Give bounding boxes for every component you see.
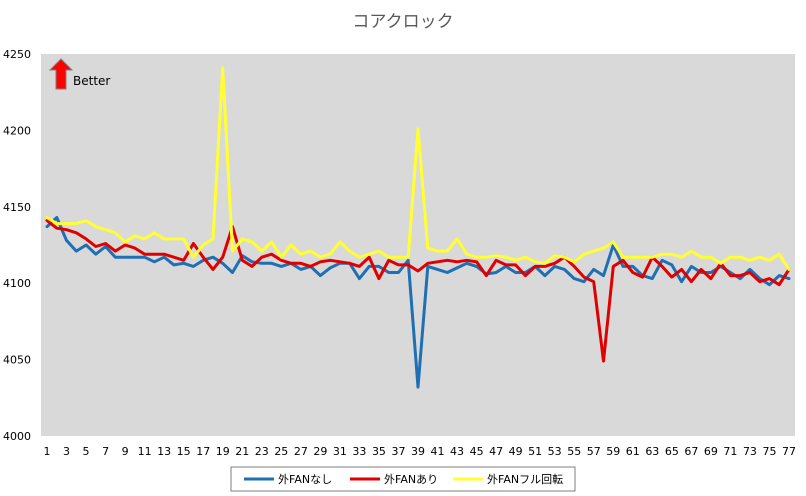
x-tick-label: 5 <box>83 445 90 458</box>
x-tick-label: 11 <box>138 445 152 458</box>
x-tick-label: 59 <box>606 445 620 458</box>
x-tick-label: 25 <box>274 445 288 458</box>
x-tick-label: 29 <box>313 445 327 458</box>
x-tick-label: 15 <box>177 445 191 458</box>
x-tick-label: 73 <box>743 445 757 458</box>
x-tick-label: 69 <box>704 445 718 458</box>
x-tick-label: 65 <box>665 445 679 458</box>
x-tick-label: 51 <box>528 445 542 458</box>
y-tick-label: 4150 <box>3 201 31 214</box>
x-tick-label: 13 <box>157 445 171 458</box>
x-tick-label: 45 <box>470 445 484 458</box>
x-tick-label: 67 <box>684 445 698 458</box>
legend: 外FANなし 外FANあり 外FANフル回転 <box>244 473 563 486</box>
legend-label: 外FANあり <box>384 473 438 486</box>
series-line-2 <box>45 219 791 363</box>
x-axis: 1 3 5 7 9 11 13 15 17 19 21 23 25 27 29 31 33 35 37 39 41 43 4… <box>44 445 797 458</box>
chart-title: コアクロック <box>352 12 453 32</box>
x-tick-label: 63 <box>645 445 659 458</box>
x-tick-label: 35 <box>372 445 386 458</box>
y-tick-label: 4050 <box>3 354 31 367</box>
series-lines <box>45 66 791 389</box>
series-line-3 <box>45 66 791 271</box>
legend-box <box>230 466 576 492</box>
better-annotation: Better <box>48 58 110 90</box>
x-tick-label: 39 <box>411 445 425 458</box>
x-tick-label: 75 <box>762 445 776 458</box>
legend-label: 外FANフル回転 <box>487 473 563 486</box>
y-tick-label: 4000 <box>3 430 31 443</box>
y-tick-label: 4100 <box>3 277 31 290</box>
y-tick-label: 4250 <box>3 48 31 61</box>
x-tick-label: 41 <box>431 445 445 458</box>
x-tick-label: 23 <box>255 445 269 458</box>
x-tick-label: 47 <box>489 445 503 458</box>
series-line-1 <box>45 216 791 389</box>
x-tick-label: 9 <box>122 445 129 458</box>
x-tick-label: 19 <box>216 445 230 458</box>
x-tick-label: 53 <box>548 445 562 458</box>
up-arrow-icon <box>48 58 74 90</box>
x-tick-label: 33 <box>352 445 366 458</box>
x-tick-label: 55 <box>567 445 581 458</box>
y-tick-label: 4200 <box>3 124 31 137</box>
x-tick-label: 3 <box>63 445 70 458</box>
x-tick-label: 1 <box>44 445 51 458</box>
x-tick-label: 43 <box>450 445 464 458</box>
x-tick-label: 37 <box>391 445 405 458</box>
x-tick-label: 61 <box>626 445 640 458</box>
y-axis: 4000 4050 4100 4150 4200 4250 <box>3 48 31 443</box>
x-tick-label: 17 <box>196 445 210 458</box>
x-tick-label: 77 <box>782 445 796 458</box>
x-tick-label: 49 <box>509 445 523 458</box>
x-tick-label: 31 <box>333 445 347 458</box>
x-tick-label: 71 <box>723 445 737 458</box>
x-tick-label: 21 <box>235 445 249 458</box>
better-label: Better <box>73 74 110 88</box>
x-tick-label: 7 <box>102 445 109 458</box>
legend-label: 外FANなし <box>278 473 332 486</box>
x-tick-label: 27 <box>294 445 308 458</box>
x-tick-label: 57 <box>587 445 601 458</box>
